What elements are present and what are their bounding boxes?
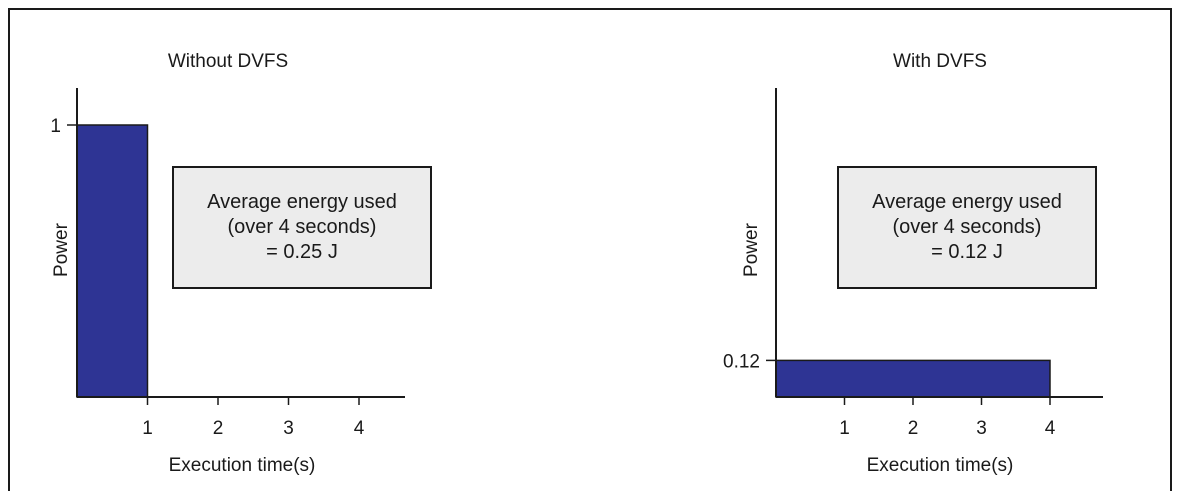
energy-annotation-line: Average energy used xyxy=(207,191,397,213)
y-tick-label: 0.12 xyxy=(723,351,760,372)
chart-panel-1: 1 2 3 4 1 Without DVFS Execution time(s) Power A… xyxy=(50,51,432,476)
y-tick-label: 1 xyxy=(50,116,61,137)
figure-frame xyxy=(8,8,1172,491)
energy-annotation-line: = 0.12 J xyxy=(931,241,1003,263)
x-tick-label: 2 xyxy=(213,418,224,439)
x-tick-label: 4 xyxy=(1045,418,1056,439)
x-axis-label: Execution time(s) xyxy=(867,455,1014,476)
energy-annotation-line: = 0.25 J xyxy=(266,241,338,263)
chart-title: Without DVFS xyxy=(168,51,288,72)
x-tick-label: 3 xyxy=(976,418,987,439)
x-axis-label: Execution time(s) xyxy=(169,455,316,476)
chart-panel-2: 1 2 3 4 0.12 With DVFS Execution time(s) Power A… xyxy=(723,51,1103,476)
energy-annotation-line: Average energy used xyxy=(872,191,1062,213)
energy-annotation-box xyxy=(172,166,432,289)
x-tick-label: 1 xyxy=(839,418,850,439)
energy-annotation-line: (over 4 seconds) xyxy=(893,216,1042,238)
energy-annotation-box xyxy=(837,166,1097,289)
power-bar xyxy=(775,359,1051,398)
y-axis-label: Power xyxy=(741,222,762,277)
x-tick-label: 3 xyxy=(283,418,294,439)
x-tick-label: 1 xyxy=(142,418,153,439)
power-bar xyxy=(76,124,149,398)
x-tick-label: 4 xyxy=(354,418,365,439)
chart-title: With DVFS xyxy=(893,51,987,72)
x-tick-label: 2 xyxy=(908,418,919,439)
energy-annotation-line: (over 4 seconds) xyxy=(228,216,377,238)
y-axis-label: Power xyxy=(51,222,72,277)
